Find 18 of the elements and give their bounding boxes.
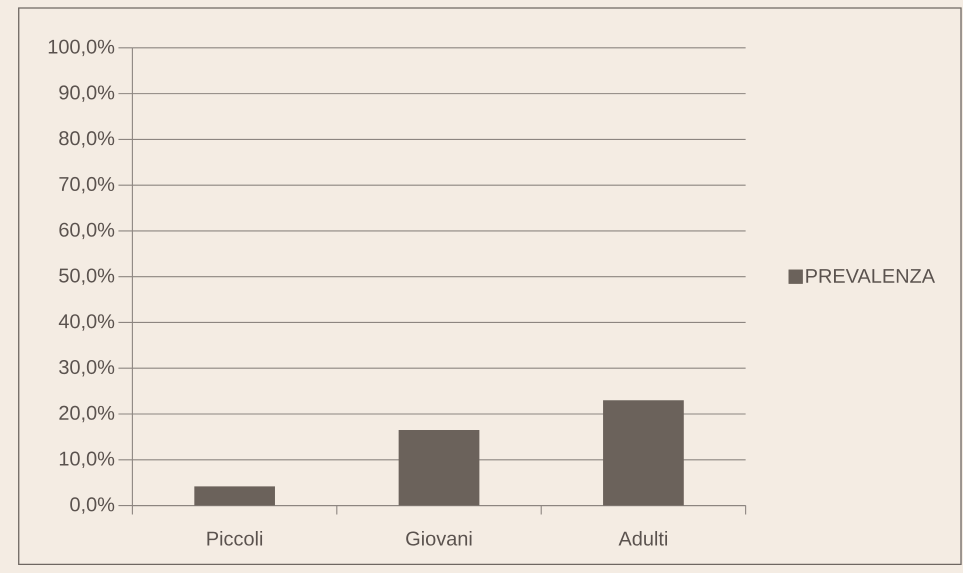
x-tick-label: Giovani — [406, 530, 472, 546]
y-tick-label: 0,0% — [70, 497, 114, 514]
y-tick-label: 50,0% — [59, 268, 114, 285]
x-tick-label: Piccoli — [207, 530, 262, 546]
bar — [194, 486, 275, 506]
y-tick-label: 10,0% — [60, 451, 114, 468]
y-tick-label: 60,0% — [59, 222, 114, 239]
y-tick-label: 80,0% — [59, 130, 114, 148]
y-tick-label: 90,0% — [59, 85, 114, 102]
legend-label: PREVALENZA — [806, 268, 936, 283]
bar — [603, 400, 684, 506]
y-tick-label: 30,0% — [59, 360, 114, 376]
y-tick-label: 100,0% — [48, 39, 114, 56]
y-tick-label: 40,0% — [58, 314, 114, 331]
y-tick-label: 20,0% — [59, 406, 114, 422]
y-tick-label: 70,0% — [59, 176, 114, 194]
x-tick-label: Adulti — [618, 530, 668, 546]
bar — [398, 430, 480, 506]
